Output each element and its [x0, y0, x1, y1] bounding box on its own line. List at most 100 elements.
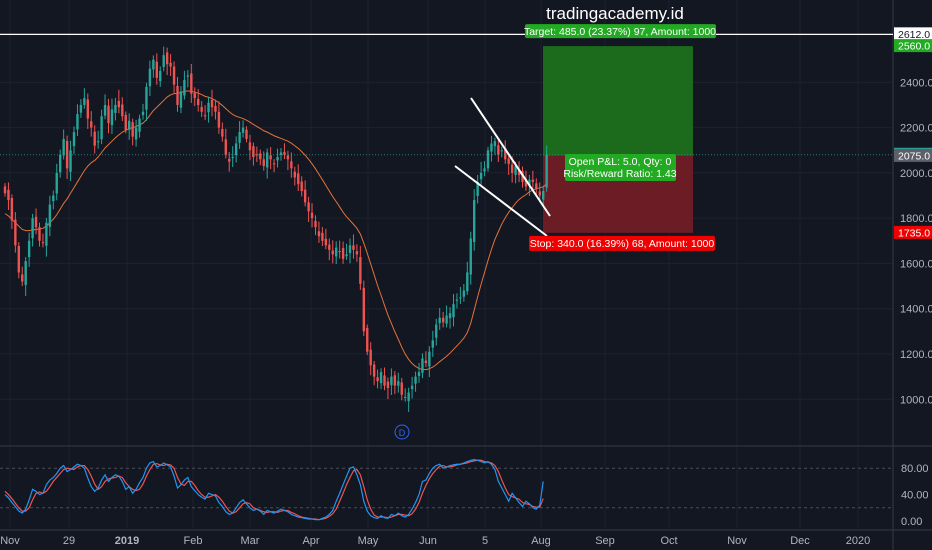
- candle-body: [479, 172, 483, 180]
- candle-body: [266, 152, 269, 168]
- candle-body: [290, 161, 293, 169]
- candle-body: [293, 171, 296, 178]
- candle-body: [324, 238, 328, 246]
- candle-body: [186, 75, 190, 77]
- candle-body: [45, 222, 48, 246]
- candle-body: [542, 190, 545, 200]
- candle-body: [493, 141, 497, 147]
- candle-body: [245, 129, 248, 139]
- candle-body: [438, 317, 441, 324]
- candle-body: [138, 118, 141, 132]
- candle-body: [59, 154, 62, 173]
- candle-body: [435, 324, 438, 338]
- candle-body: [165, 52, 169, 65]
- stop-label-box: [529, 235, 715, 251]
- candle-body: [517, 169, 521, 176]
- candle-body: [504, 148, 507, 160]
- price-tick-label: 2400.0: [900, 77, 932, 89]
- candle-body: [307, 202, 310, 212]
- pnl-label-box: [565, 154, 676, 181]
- price-tag-box: [894, 39, 932, 53]
- candle-body: [259, 153, 262, 160]
- candle-body: [155, 61, 158, 78]
- candle-body: [524, 179, 528, 187]
- candle-body: [52, 195, 55, 202]
- candle-body: [462, 290, 466, 297]
- target-label-box: [525, 24, 716, 39]
- candle-body: [486, 150, 490, 169]
- candle-body: [445, 315, 448, 324]
- candle-body: [283, 151, 286, 155]
- candle-body: [183, 80, 186, 96]
- candle-body: [448, 313, 452, 319]
- candle-body: [476, 181, 479, 196]
- price-tick-label: 1200.0: [900, 349, 932, 361]
- candle-body: [369, 349, 372, 366]
- candle-body: [210, 99, 214, 108]
- candle-body: [27, 240, 31, 258]
- time-tick-label: Oct: [660, 535, 677, 547]
- time-tick-label: 5: [482, 535, 488, 547]
- candle-body: [500, 150, 503, 152]
- candle-body: [272, 163, 276, 165]
- candle-body: [276, 157, 279, 161]
- candle-body: [362, 287, 365, 332]
- candle-body: [72, 132, 76, 147]
- candle-body: [428, 351, 431, 367]
- rr-label: Risk/Reward Ratio: 1.43: [563, 168, 676, 180]
- candle-body: [279, 152, 283, 155]
- candle-body: [172, 66, 176, 85]
- candle-body: [303, 189, 307, 203]
- dividend-marker-label: D: [399, 428, 406, 438]
- time-tick-label: Feb: [184, 535, 203, 547]
- candle-body: [197, 98, 200, 105]
- candle-body: [510, 164, 514, 173]
- candle-body: [473, 200, 476, 242]
- candle-body: [86, 99, 89, 119]
- candle-body: [128, 120, 131, 130]
- target-label: Target: 485.0 (23.37%) 97, Amount: 1000: [524, 26, 716, 38]
- time-tick-label: 2020: [846, 535, 870, 547]
- candle-body: [531, 179, 535, 182]
- candle-body: [407, 392, 410, 402]
- time-tick-label: Sep: [595, 535, 615, 547]
- candle-body: [410, 385, 414, 390]
- candle-body: [269, 155, 272, 160]
- candle-body: [341, 248, 345, 259]
- price-tick-label: 1000.0: [900, 394, 932, 406]
- candle-body: [514, 166, 517, 175]
- time-tick-label: Aug: [531, 535, 551, 547]
- candle-body: [348, 245, 352, 254]
- price-tag-box: [894, 148, 932, 162]
- candle-body: [162, 55, 165, 67]
- candle-body: [238, 132, 241, 143]
- candle-body: [314, 220, 317, 228]
- candle-body: [100, 116, 103, 140]
- candle-body: [217, 111, 221, 128]
- candle-body: [121, 104, 124, 117]
- candle-body: [31, 218, 34, 239]
- price-tick-label: 2200.0: [900, 123, 932, 135]
- candle-body: [386, 381, 390, 388]
- stoch-tick-label: 80.00: [901, 463, 929, 475]
- candle-body: [483, 168, 486, 172]
- watermark: tradingacademy.id: [546, 4, 684, 23]
- overlay-lines: [0, 33, 893, 237]
- position-zones[interactable]: [543, 46, 693, 233]
- candle-body: [234, 143, 238, 155]
- candle-body: [3, 186, 7, 194]
- lower-trendline: [454, 165, 548, 237]
- time-tick-label: Apr: [302, 535, 319, 547]
- candle-body: [455, 299, 459, 301]
- candle-body: [41, 242, 45, 244]
- candle-body: [103, 104, 107, 116]
- candle-body: [397, 381, 400, 386]
- candle-body: [55, 172, 58, 194]
- candle-body: [221, 128, 224, 137]
- candle-body: [141, 111, 145, 116]
- candle-body: [48, 204, 52, 227]
- stoch-tick-label: 40.00: [901, 490, 929, 502]
- price-tag-label: 2075.0: [898, 150, 930, 162]
